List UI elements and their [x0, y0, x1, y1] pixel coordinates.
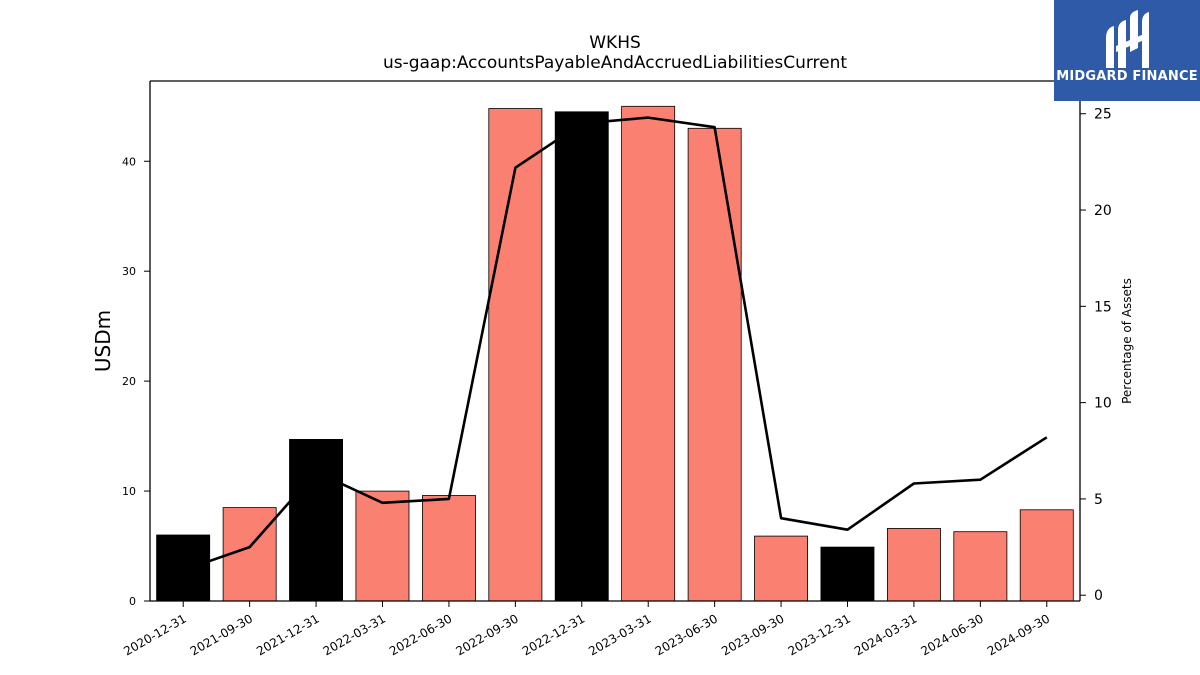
- bar: [1019, 509, 1074, 602]
- bar: [289, 438, 343, 602]
- y-tick-label: 0: [129, 595, 136, 608]
- bar: [754, 535, 808, 602]
- chart-title: WKHS: [589, 33, 641, 53]
- midgard-logo-icon: [1106, 10, 1149, 68]
- y-tick-label: 40: [122, 155, 136, 168]
- x-tick-label: 2024-09-30: [985, 611, 1052, 658]
- midgard-finance-logo: MIDGARD FINANCE: [1054, 0, 1200, 101]
- x-tick-label: 2020-12-31: [121, 611, 188, 658]
- bar: [820, 546, 875, 602]
- bar: [554, 111, 609, 602]
- bar: [488, 108, 543, 602]
- y2-tick-label: 5: [1094, 492, 1103, 508]
- x-tick-label: 2021-12-31: [254, 611, 321, 658]
- bar: [156, 534, 211, 602]
- x-tick-label: 2021-09-30: [188, 611, 255, 658]
- series-line: [182, 116, 1048, 572]
- y2-tick-label: 25: [1094, 107, 1112, 123]
- x-tick-label: 2023-03-31: [586, 611, 653, 658]
- bar: [621, 105, 676, 602]
- x-tick-label: 2022-12-31: [520, 611, 587, 658]
- y2-axis-label: Percentage of Assets: [1120, 278, 1134, 404]
- x-tick-label: 2023-09-30: [719, 611, 786, 658]
- bar: [355, 490, 410, 602]
- y2-tick-label: 10: [1094, 396, 1112, 412]
- x-tick-label: 2024-06-30: [918, 611, 985, 658]
- bar: [421, 495, 476, 602]
- bar: [887, 528, 941, 602]
- x-tick-label: 2022-09-30: [453, 611, 520, 658]
- x-tick-label: 2022-06-30: [387, 611, 454, 658]
- bar: [953, 531, 1008, 602]
- chart-subtitle: us-gaap:AccountsPayableAndAccruedLiabili…: [382, 53, 848, 73]
- y2-tick-label: 0: [1094, 588, 1103, 604]
- logo-text: MIDGARD FINANCE: [1056, 69, 1198, 84]
- x-tick-label: 2023-12-31: [786, 611, 853, 658]
- y2-tick-label: 15: [1094, 299, 1112, 315]
- y2-tick-label: 20: [1094, 203, 1112, 219]
- bar: [687, 127, 742, 602]
- y-tick-label: 10: [122, 485, 136, 498]
- x-tick-label: 2024-03-31: [852, 611, 919, 658]
- y-tick-label: 20: [122, 375, 136, 388]
- x-tick-label: 2022-03-31: [321, 611, 388, 658]
- y-axis-label: USDm: [91, 310, 115, 372]
- x-tick-label: 2023-06-30: [653, 611, 720, 658]
- y-tick-label: 30: [122, 265, 136, 278]
